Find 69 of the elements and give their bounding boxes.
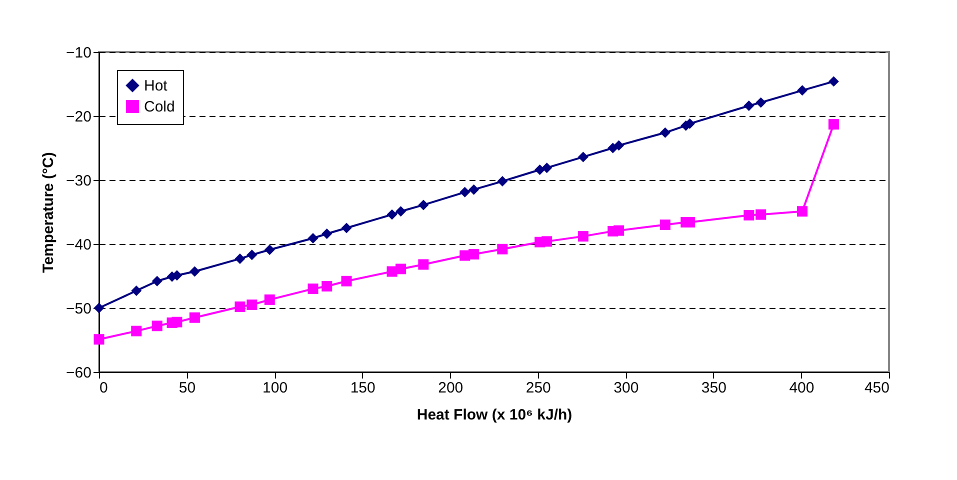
point [418, 259, 429, 270]
point [246, 250, 258, 260]
point [660, 220, 670, 230]
point [497, 176, 508, 187]
point [756, 97, 766, 108]
point [322, 228, 332, 240]
x-tick-label: 100 [262, 380, 288, 396]
legend-label: Hot [144, 78, 168, 94]
x-tick-label: 150 [350, 380, 376, 396]
point [396, 264, 406, 274]
y-tick-label: −10 [66, 44, 92, 62]
point [578, 152, 588, 162]
point [756, 209, 766, 220]
y-axis-title: Temperature (°C) [40, 152, 58, 273]
point [542, 162, 552, 174]
y-tick-label: −40 [66, 236, 92, 254]
x-tick-label: 450 [864, 380, 890, 396]
x-tick-label: 350 [701, 380, 726, 396]
point [828, 119, 839, 130]
point [234, 301, 246, 312]
point [828, 76, 839, 87]
x-tick-label: 400 [789, 380, 814, 396]
point [152, 276, 162, 286]
point [172, 316, 182, 328]
point [341, 276, 352, 286]
point [341, 222, 352, 234]
point [189, 266, 200, 277]
y-tick-label: −30 [66, 172, 92, 190]
point [744, 100, 754, 112]
point [131, 285, 142, 296]
point [386, 209, 398, 220]
point [308, 232, 318, 244]
point [614, 225, 624, 236]
point [131, 326, 142, 336]
point [468, 248, 480, 260]
point [94, 302, 104, 314]
point [497, 244, 508, 254]
point [614, 140, 624, 151]
point [308, 284, 318, 294]
x-tick-label: 0 [100, 380, 108, 396]
y-tick-label: −50 [66, 300, 92, 318]
point [744, 210, 754, 220]
point [322, 280, 332, 292]
x-tick-label: 250 [526, 380, 551, 396]
point [534, 164, 546, 176]
point [418, 200, 429, 210]
point [264, 294, 275, 305]
point [234, 253, 246, 264]
point [94, 334, 104, 345]
x-tick-label: 300 [614, 380, 639, 396]
x-axis-title: Heat Flow (x 10⁶ kJ/h) [416, 406, 572, 424]
point [797, 206, 808, 217]
point [797, 85, 808, 96]
point [396, 206, 406, 217]
x-tick-label: 50 [178, 380, 196, 396]
point [542, 236, 552, 247]
x-tick-label: 200 [438, 380, 464, 396]
point [660, 127, 670, 138]
point [468, 184, 480, 195]
y-tick-label: −60 [66, 364, 92, 382]
point [460, 186, 470, 198]
point [578, 231, 588, 242]
legend-label: Cold [144, 98, 175, 116]
y-tick-label: −20 [66, 108, 92, 126]
point [246, 300, 258, 310]
point [152, 320, 162, 332]
point [264, 244, 275, 256]
point [189, 312, 200, 323]
point [684, 216, 695, 228]
